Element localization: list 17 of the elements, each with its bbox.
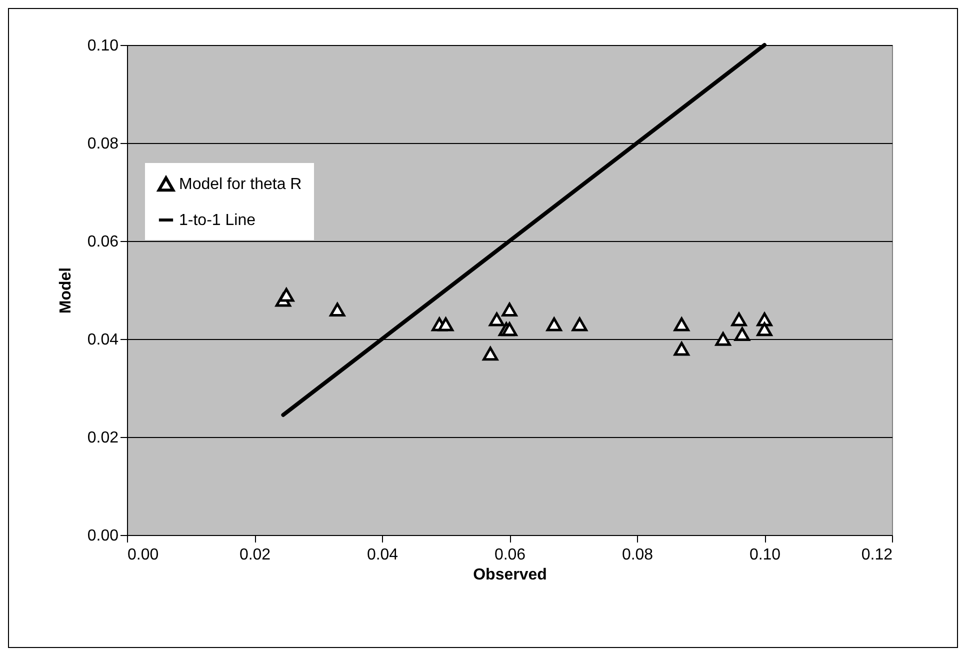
x-tick-label: 0.12 (861, 546, 893, 564)
y-tick-label: 0.02 (87, 430, 119, 446)
y-tick-label: 0.00 (87, 528, 119, 544)
legend-label: Model for theta R (179, 176, 302, 193)
x-tick-label: 0.02 (239, 546, 271, 564)
y-axis-title: Model (57, 267, 74, 314)
x-tick-label: 0.04 (366, 546, 398, 564)
y-tick-label: 0.04 (87, 332, 119, 348)
x-axis-title: Observed (473, 566, 547, 584)
x-tick-label: 0.00 (128, 546, 159, 564)
x-tick-label: 0.06 (494, 546, 526, 564)
y-tick-label: 0.10 (87, 38, 119, 54)
y-tick-label: 0.06 (87, 234, 119, 250)
y-tick-label: 0.08 (87, 136, 119, 152)
x-tick-label: 0.10 (749, 546, 781, 564)
x-tick-label: 0.08 (622, 546, 654, 564)
legend-label: 1-to-1 Line (179, 212, 256, 229)
